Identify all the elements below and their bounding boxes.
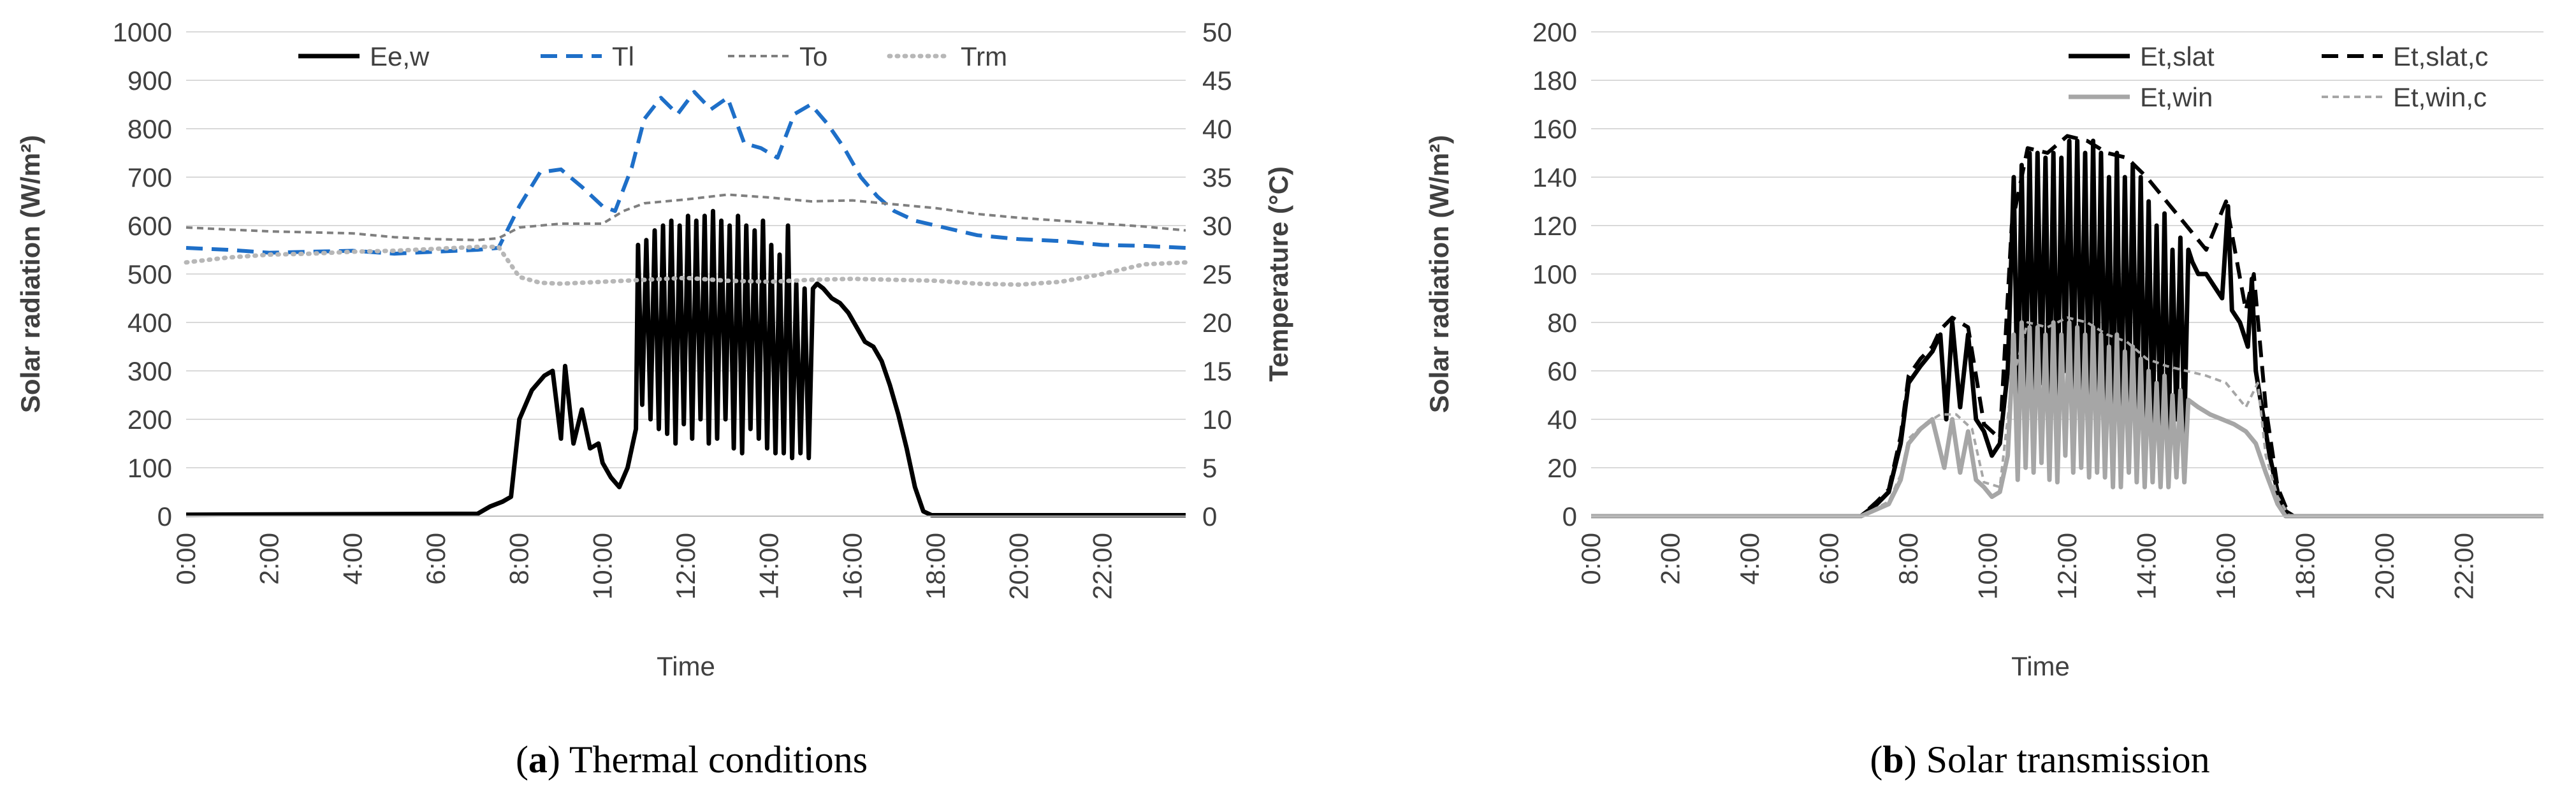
b-caption-text: Solar transmission [1917, 739, 2210, 781]
b-x-tick-label: 2:00 [1655, 533, 1685, 585]
panel-b-solar-transmission: 0 20 40 60 80 100 120 140 160 180 200 0:00 2:00 4:00 6… [1424, 17, 2543, 781]
a-y2-tick-label: 50 [1202, 17, 1232, 47]
a-caption-close: ) [548, 739, 560, 781]
b-x-tick-label: 22:00 [2449, 533, 2479, 600]
a-series-group [184, 90, 1188, 517]
b-y-tick-label: 200 [1532, 17, 1577, 47]
a-x-tick-label: 22:00 [1087, 533, 1117, 600]
a-x-tick-label: 14:00 [754, 533, 784, 600]
b-legend-label: Et,slat [2140, 41, 2215, 71]
a-y-tick-label: 800 [127, 114, 172, 144]
a-x-tick-label: 12:00 [671, 533, 701, 600]
b-series-group [1591, 134, 2543, 519]
b-x-tick-label: 18:00 [2290, 533, 2320, 600]
a-legend-label: Trm [961, 41, 1007, 71]
a-y2-tick-label: 40 [1202, 114, 1232, 144]
b-x-tick-label: 12:00 [2052, 533, 2082, 600]
a-legend-label: Ee,w [370, 41, 430, 71]
b-y-tick-label: 40 [1547, 405, 1577, 435]
a-caption-text: Thermal conditions [560, 739, 868, 781]
b-axes: 0 20 40 60 80 100 120 140 160 180 200 0:00 2:00 4:00 6… [1532, 17, 2543, 600]
b-y-tick-label: 80 [1547, 308, 1577, 338]
a-x-tick-label: 0:00 [171, 533, 201, 585]
b-caption: (b) Solar transmission [1870, 739, 2209, 781]
a-caption-open: ( [516, 739, 528, 781]
b-legend: Et,slat Et,slat,c Et,win Et,win,c [2069, 41, 2488, 112]
a-x-tick-label: 10:00 [587, 533, 617, 600]
a-y-tick-label: 700 [127, 162, 172, 192]
b-y-tick-label: 100 [1532, 259, 1577, 289]
a-y2-tick-label: 20 [1202, 308, 1232, 338]
a-y2-tick-label: 45 [1202, 66, 1232, 96]
b-y-tick-label: 120 [1532, 211, 1577, 241]
a-series-trm [184, 244, 1188, 287]
a-legend: Ee,w Tl To Trm [298, 41, 1007, 71]
a-y-tick-label: 200 [127, 405, 172, 435]
b-legend-label: Et,win,c [2393, 82, 2487, 112]
b-x-tick-label: 16:00 [2211, 533, 2241, 600]
b-x-tick-label: 14:00 [2132, 533, 2162, 600]
a-y2-tick-label: 25 [1202, 259, 1232, 289]
b-caption-open: ( [1870, 739, 1882, 781]
a-x-tick-label: 8:00 [504, 533, 534, 585]
b-series-et-slat-c [1591, 134, 2543, 518]
a-y-tick-label: 0 [157, 502, 172, 531]
a-y2-tick-label: 5 [1202, 453, 1217, 483]
b-series-et-win [1591, 320, 2543, 519]
b-x-tick-label: 20:00 [2369, 533, 2399, 600]
a-x-tick-label: 6:00 [421, 533, 451, 585]
a-y-tick-label: 400 [127, 308, 172, 338]
b-x-tick-label: 10:00 [1973, 533, 2003, 600]
b-caption-close: ) [1904, 739, 1917, 781]
a-series-to [186, 193, 1186, 242]
b-x-axis-label: Time [2011, 651, 2070, 681]
b-y-tick-label: 0 [1562, 502, 1577, 531]
a-y2-tick-label: 35 [1202, 162, 1232, 192]
a-series-ee-w [186, 208, 1186, 517]
b-series-et-slat [1591, 138, 2543, 519]
a-x-axis-label: Time [657, 651, 715, 681]
a-x-tick-label: 20:00 [1004, 533, 1034, 600]
a-y-tick-label: 300 [127, 356, 172, 386]
b-legend-label: Et,slat,c [2393, 41, 2488, 71]
a-y-tick-label: 500 [127, 259, 172, 289]
b-caption-letter: b [1882, 739, 1903, 781]
b-y-tick-label: 20 [1547, 453, 1577, 483]
b-x-tick-label: 6:00 [1814, 533, 1844, 585]
b-y-tick-label: 180 [1532, 66, 1577, 96]
a-y-tick-label: 100 [127, 453, 172, 483]
a-y2-tick-label: 10 [1202, 405, 1232, 435]
b-y-tick-label: 160 [1532, 114, 1577, 144]
a-caption-letter: a [528, 739, 548, 781]
a-y2-tick-label: 0 [1202, 502, 1217, 531]
panel-a-thermal-conditions: 0 100 200 300 400 500 600 700 800 900 1000 0 5 10 15 20… [15, 17, 1293, 781]
a-series-tl [186, 90, 1186, 256]
b-y-tick-label: 140 [1532, 162, 1577, 192]
a-x-tick-label: 4:00 [337, 533, 367, 585]
b-x-tick-label: 4:00 [1735, 533, 1765, 585]
a-x-tick-label: 16:00 [837, 533, 867, 600]
a-x-tick-label: 2:00 [254, 533, 284, 585]
a-y-tick-label: 600 [127, 211, 172, 241]
b-y-tick-label: 60 [1547, 356, 1577, 386]
a-y2-axis-label: Temperature (°C) [1263, 166, 1293, 382]
a-y-axis-label: Solar radiation (W/m²) [15, 135, 45, 413]
a-y-tick-label: 1000 [113, 17, 172, 47]
a-legend-label: To [799, 41, 827, 71]
a-y-tick-label: 900 [127, 66, 172, 96]
a-caption: (a) Thermal conditions [516, 739, 868, 781]
b-y-axis-label: Solar radiation (W/m²) [1424, 135, 1454, 413]
b-x-tick-label: 0:00 [1576, 533, 1606, 585]
a-y2-tick-label: 15 [1202, 356, 1232, 386]
a-y2-tick-label: 30 [1202, 211, 1232, 241]
a-axes: 0 100 200 300 400 500 600 700 800 900 1000 0 5 10 15 20… [113, 17, 1232, 600]
a-legend-label: Tl [612, 41, 634, 71]
a-x-tick-label: 18:00 [921, 533, 950, 600]
b-series-et-win-c [1591, 316, 2543, 517]
b-legend-label: Et,win [2140, 82, 2213, 112]
b-x-tick-label: 8:00 [1893, 533, 1923, 585]
